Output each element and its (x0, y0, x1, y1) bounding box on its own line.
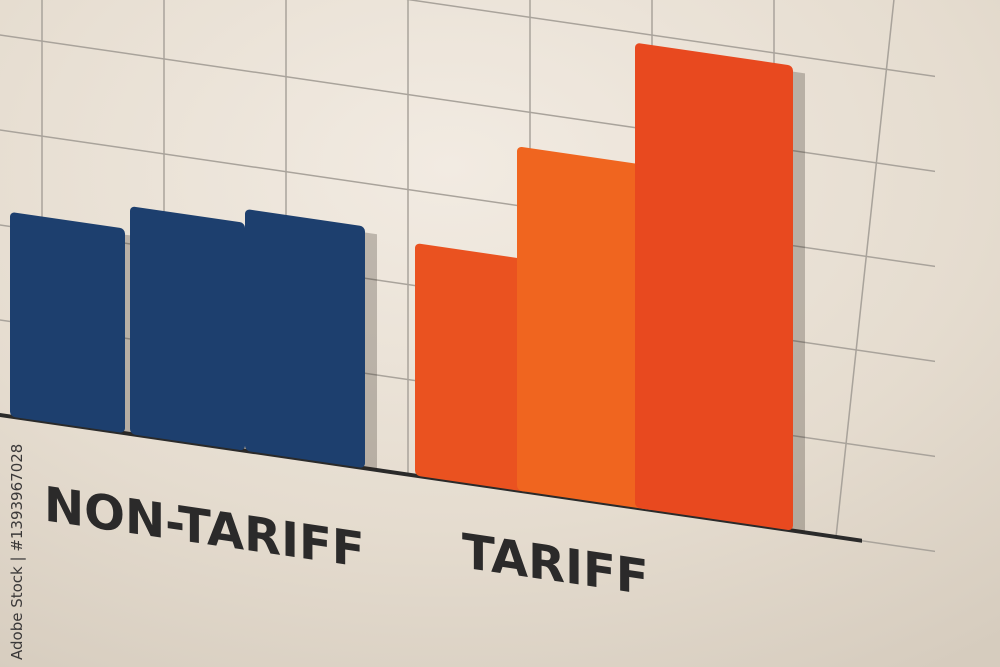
bar-non-tariff-2 (130, 206, 245, 451)
watermark: Adobe Stock | #1393967028 (8, 444, 26, 660)
grid-line-horizontal (0, 0, 935, 78)
bar-tariff-1 (415, 243, 530, 492)
bar-non-tariff-3 (245, 209, 365, 468)
bar-tariff-3 (635, 43, 793, 531)
grid-line-vertical (835, 0, 897, 538)
bar-non-tariff-1 (10, 212, 125, 433)
bar-tariff-2 (517, 146, 655, 510)
